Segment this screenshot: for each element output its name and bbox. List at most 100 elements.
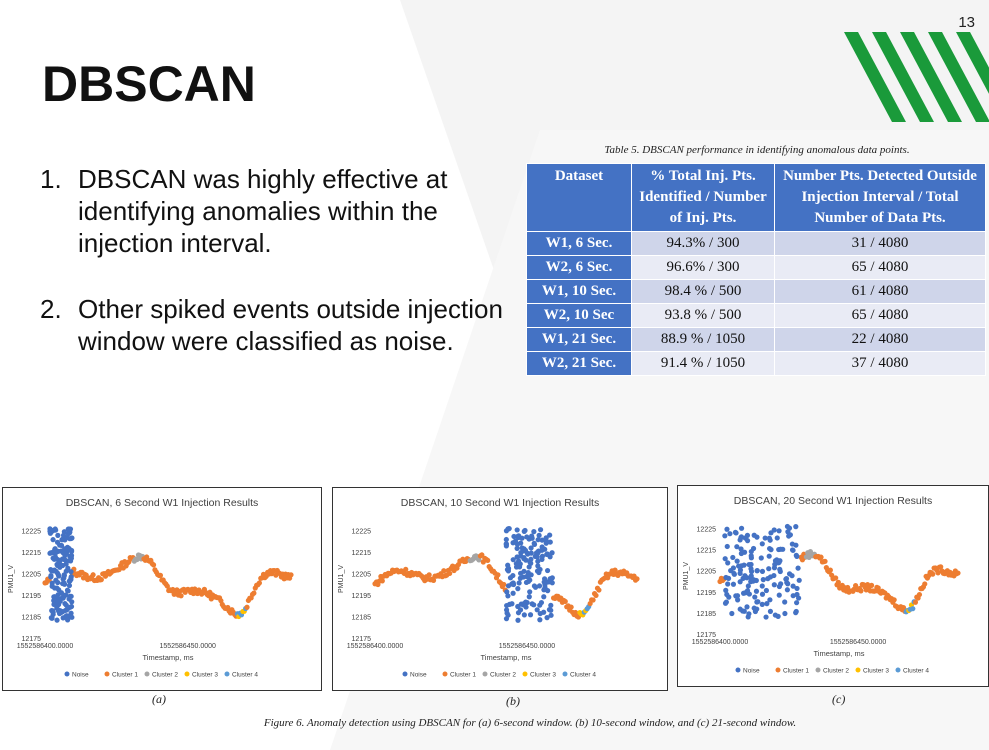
noise-point (55, 532, 61, 538)
noise-point (748, 566, 754, 572)
noise-point (56, 610, 63, 617)
green-stripe (872, 32, 934, 122)
x-tick-label: 1552586450.0000 (830, 639, 887, 646)
noise-point (766, 545, 773, 552)
y-tick-label: 12205 (697, 569, 717, 576)
legend-marker (855, 667, 861, 673)
noise-point (524, 534, 530, 540)
data-point (593, 592, 599, 599)
data-point (90, 572, 96, 578)
x-tick-label: 1552586400.0000 (17, 643, 74, 650)
noise-point (790, 547, 796, 553)
noise-point (539, 556, 545, 563)
noise-point (787, 532, 793, 538)
data-point (178, 593, 184, 599)
noise-point (536, 532, 542, 538)
noise-point (535, 558, 541, 564)
noise-point (532, 584, 539, 590)
legend-marker (402, 671, 408, 677)
green-stripe (900, 32, 962, 122)
noise-point (531, 541, 538, 548)
legend-label: Noise (743, 668, 760, 675)
noise-point (518, 540, 524, 546)
noise-point (724, 543, 730, 550)
noise-point (734, 558, 740, 564)
data-point (192, 586, 198, 592)
noise-point (784, 587, 790, 593)
noise-point (729, 610, 735, 617)
scatter-chart: DBSCAN, 10 Second W1 Injection Results 12… (332, 487, 668, 691)
legend-marker (224, 671, 230, 677)
table-cell: 93.8 % / 500 (631, 303, 775, 328)
noise-point (754, 599, 760, 605)
table-header-cell: % Total Inj. Pts. Identified / Number of… (631, 163, 775, 232)
legend-label: Cluster 2 (823, 668, 849, 675)
legend-label: Noise (72, 672, 89, 679)
legend-label: Cluster 3 (863, 668, 889, 675)
legend-marker (895, 667, 901, 673)
data-point (251, 590, 257, 596)
legend-marker (482, 671, 488, 677)
data-point (441, 568, 447, 574)
noise-point (745, 583, 751, 589)
noise-point (726, 594, 732, 600)
noise-point (777, 566, 783, 572)
legend-label: Cluster 3 (192, 672, 218, 679)
noise-point (796, 577, 802, 583)
table-cell: W1, 6 Sec. (526, 231, 632, 256)
noise-point (520, 574, 527, 580)
noise-point (549, 550, 555, 556)
noise-point (766, 566, 772, 572)
noise-point (509, 601, 515, 607)
data-point (590, 597, 596, 603)
noise-point (505, 526, 511, 532)
data-point (479, 552, 485, 558)
performance-table: Dataset % Total Inj. Pts. Identified / N… (526, 163, 986, 376)
data-point (858, 588, 864, 594)
noise-point (750, 578, 756, 584)
bullet-item: 1. DBSCAN was highly effective at identi… (40, 163, 520, 259)
legend-label: Cluster 2 (152, 672, 178, 679)
bullet-number: 2. (40, 294, 62, 324)
noise-point (774, 535, 780, 541)
noise-point (740, 590, 747, 596)
noise-point (759, 591, 766, 597)
data-point (596, 587, 602, 593)
legend-marker (522, 671, 528, 677)
noise-point (732, 529, 739, 535)
noise-point (48, 529, 54, 535)
noise-point (748, 573, 754, 579)
noise-point (759, 601, 765, 607)
data-point (244, 604, 250, 610)
noise-point (510, 581, 517, 588)
noise-point (772, 612, 778, 618)
noise-point (520, 602, 527, 608)
noise-point (55, 579, 61, 586)
noise-point (722, 533, 728, 539)
noise-point (776, 592, 782, 598)
data-point (912, 599, 919, 605)
table-row: W2, 21 Sec. 91.4 % / 1050 37 / 4080 (526, 351, 986, 376)
noise-point (50, 609, 56, 615)
noise-point (759, 541, 765, 547)
table-cell: 91.4 % / 1050 (631, 351, 775, 376)
noise-point (738, 525, 745, 531)
noise-point (541, 609, 547, 615)
noise-point (515, 603, 521, 610)
y-tick-label: 12185 (22, 615, 42, 622)
y-tick-label: 12205 (352, 572, 372, 579)
noise-point (760, 577, 766, 583)
figure-caption: Figure 6. Anomaly detection using DBSCAN… (263, 717, 797, 729)
noise-point (752, 594, 758, 600)
noise-point (723, 574, 729, 581)
noise-point (746, 561, 752, 568)
legend-marker (562, 671, 568, 677)
noise-point (754, 568, 760, 574)
noise-point (771, 572, 777, 579)
data-point (818, 554, 824, 560)
y-tick-label: 12225 (352, 529, 372, 536)
y-axis-label: PMU1_V (683, 562, 690, 590)
table-cell: 94.3% / 300 (631, 231, 775, 256)
y-tick-label: 12195 (22, 593, 42, 600)
noise-point (514, 527, 520, 533)
